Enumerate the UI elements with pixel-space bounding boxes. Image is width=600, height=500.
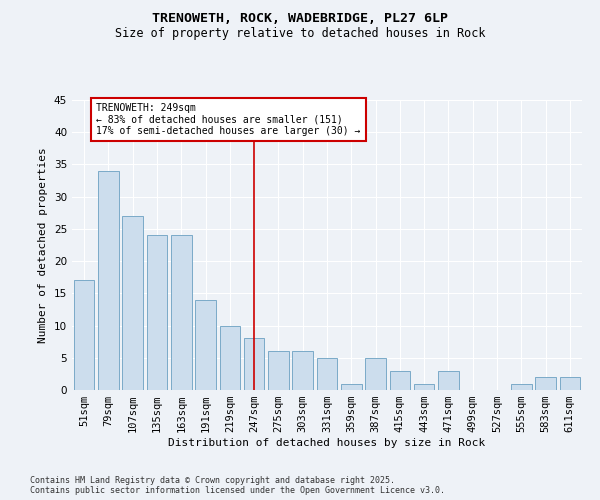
Bar [560,377,580,390]
Bar [220,326,240,390]
Text: Contains HM Land Registry data © Crown copyright and database right 2025.
Contai: Contains HM Land Registry data © Crown c… [30,476,445,495]
Text: TRENOWETH, ROCK, WADEBRIDGE, PL27 6LP: TRENOWETH, ROCK, WADEBRIDGE, PL27 6LP [152,12,448,26]
Bar [438,370,459,390]
Bar [511,384,532,390]
Text: TRENOWETH: 249sqm
← 83% of detached houses are smaller (151)
17% of semi-detache: TRENOWETH: 249sqm ← 83% of detached hous… [96,103,361,136]
Bar [317,358,337,390]
Bar [98,171,119,390]
Bar [365,358,386,390]
Bar [268,352,289,390]
Bar [341,384,362,390]
Bar [74,280,94,390]
Bar [244,338,265,390]
Text: Size of property relative to detached houses in Rock: Size of property relative to detached ho… [115,28,485,40]
Bar [146,236,167,390]
Bar [535,377,556,390]
Bar [195,300,216,390]
Y-axis label: Number of detached properties: Number of detached properties [38,147,49,343]
Bar [389,370,410,390]
X-axis label: Distribution of detached houses by size in Rock: Distribution of detached houses by size … [169,438,485,448]
Bar [171,236,191,390]
Bar [414,384,434,390]
Bar [122,216,143,390]
Bar [292,352,313,390]
